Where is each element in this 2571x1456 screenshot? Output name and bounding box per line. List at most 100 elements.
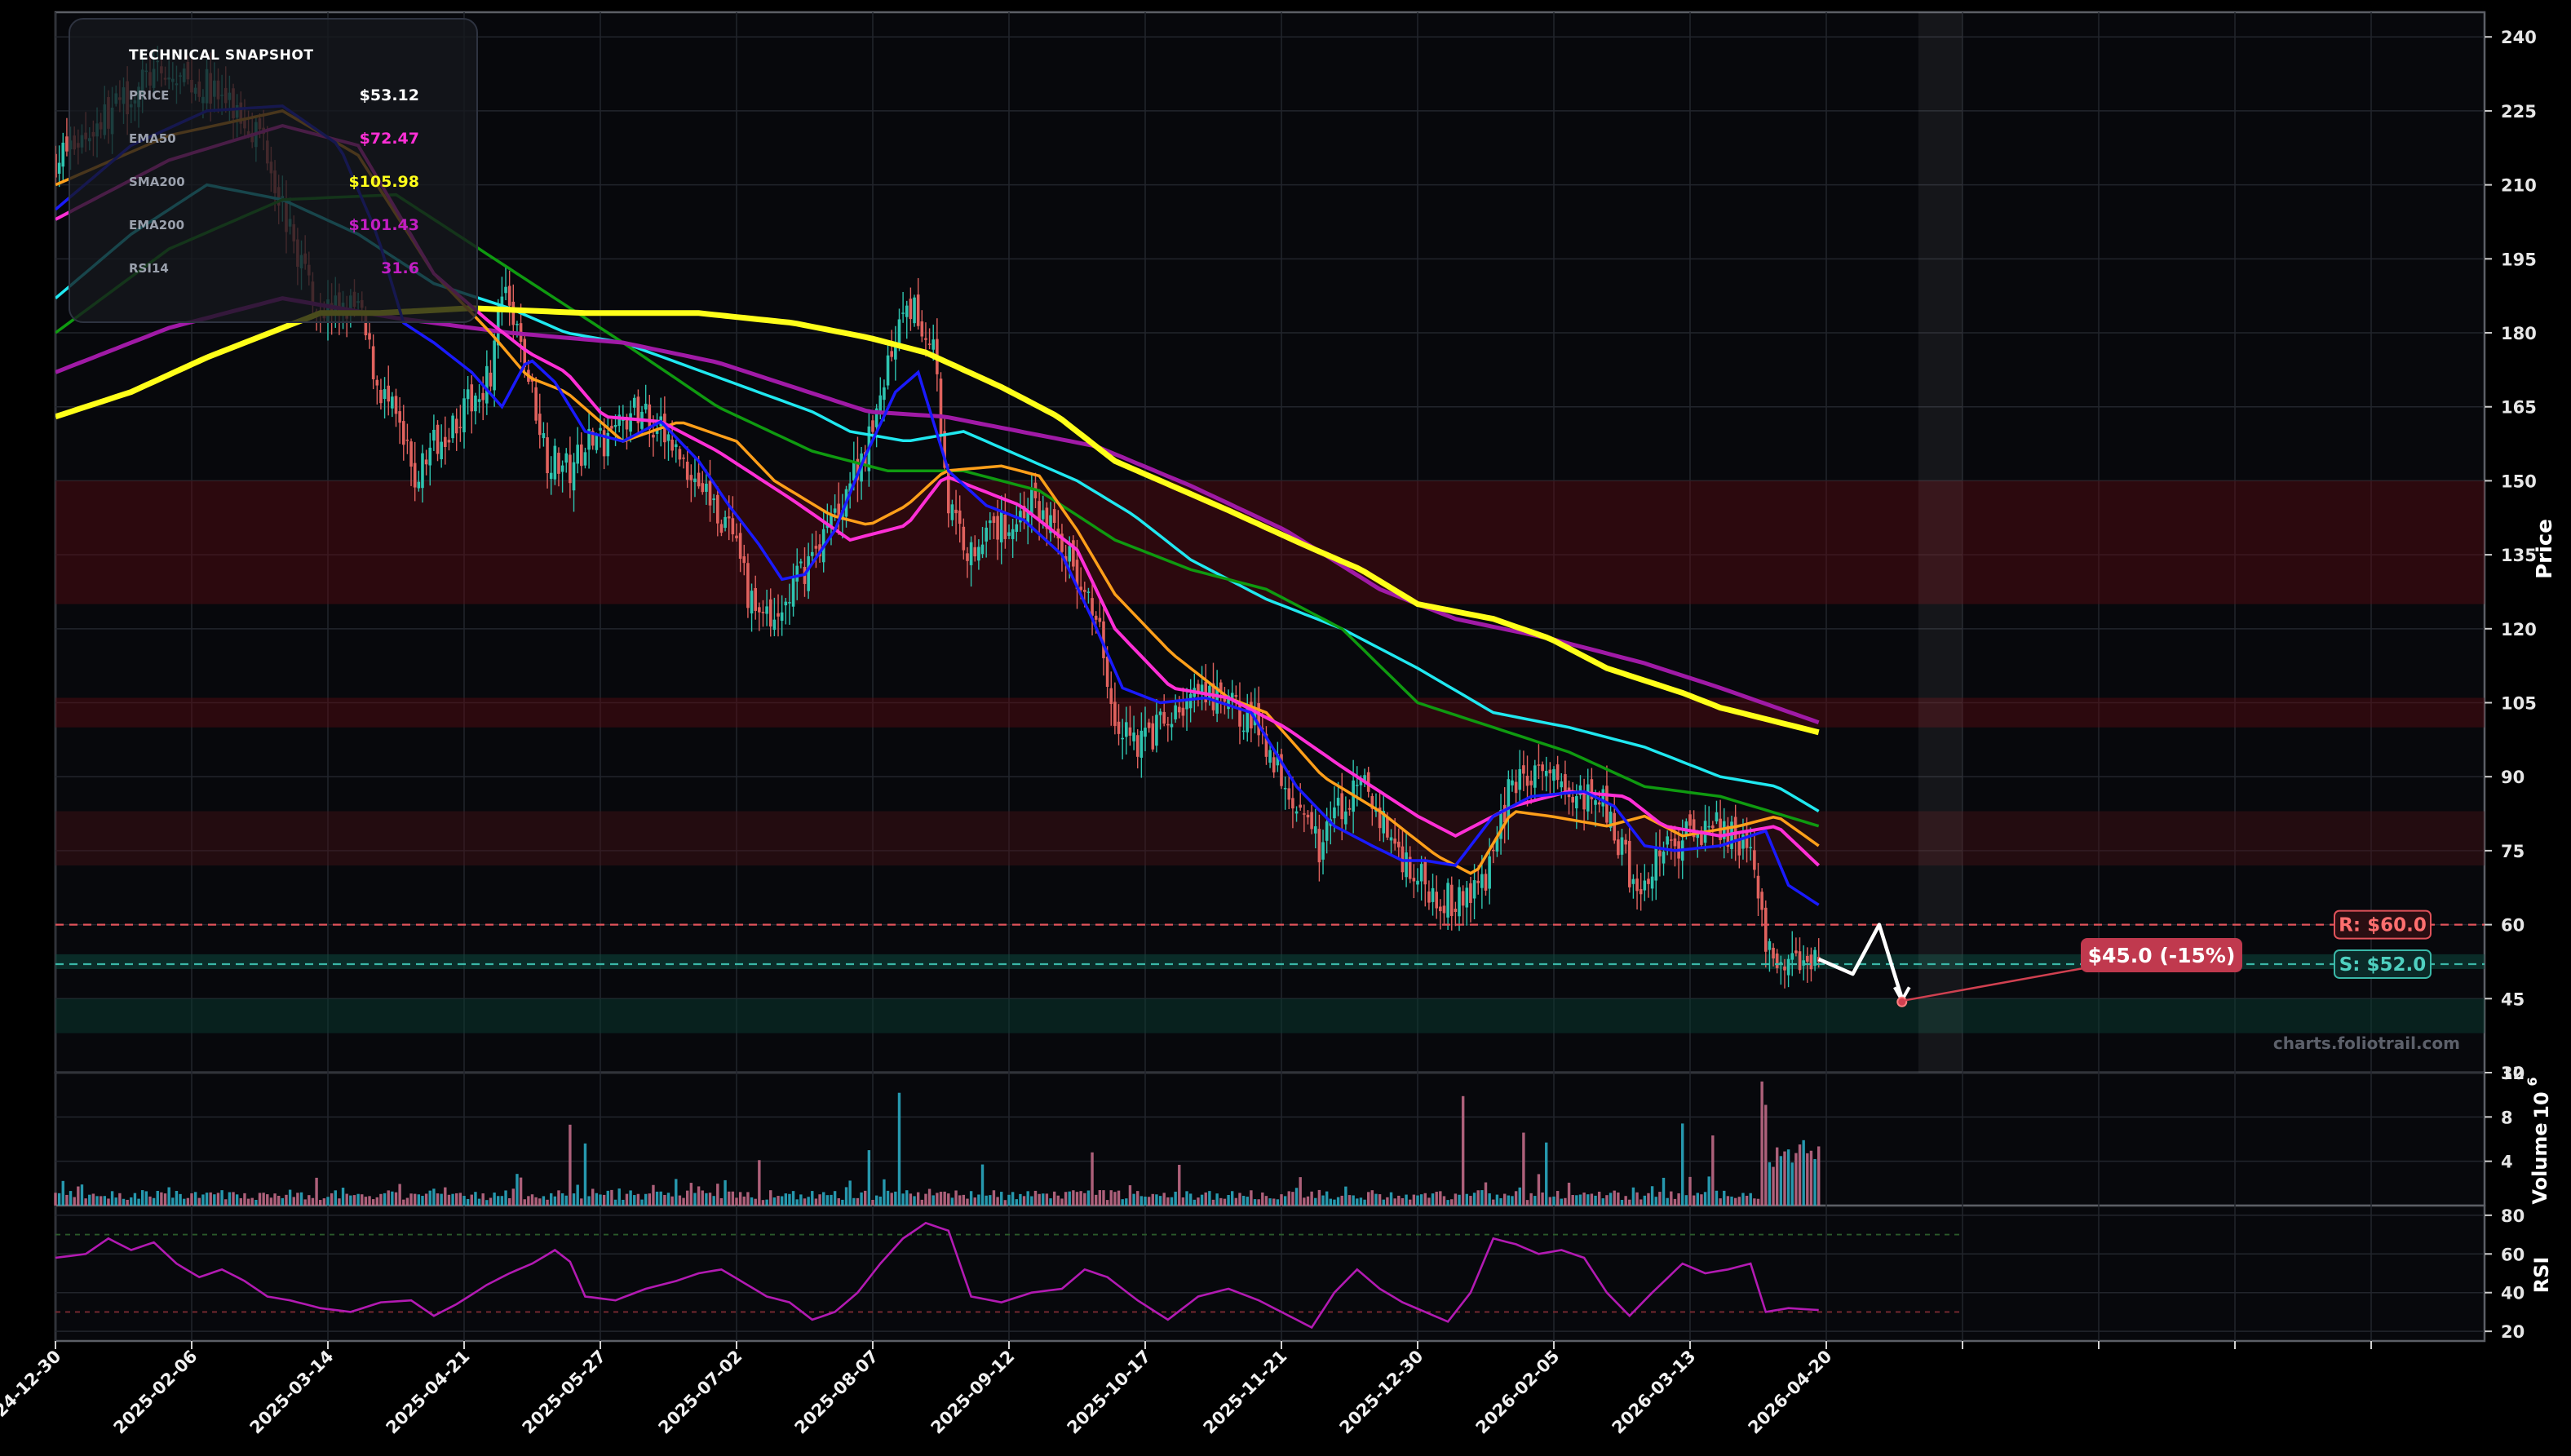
volume-bar: [428, 1190, 431, 1206]
volume-multiplier-exponent: 6: [2525, 1077, 2540, 1086]
candle-body: [1609, 812, 1613, 828]
candle-body: [1113, 701, 1117, 726]
candle-body: [1204, 681, 1208, 702]
candle-body: [1241, 730, 1246, 732]
volume-bar: [1628, 1199, 1631, 1206]
candle-body: [795, 565, 799, 582]
volume-bar: [341, 1188, 345, 1206]
volume-bar: [973, 1197, 976, 1206]
volume-bar: [308, 1195, 311, 1206]
candle-body: [1272, 757, 1276, 772]
volume-bar: [1620, 1200, 1624, 1206]
volume-bar: [719, 1197, 724, 1206]
volume-bar: [250, 1197, 254, 1206]
volume-bar: [1178, 1165, 1181, 1206]
volume-bar: [1484, 1182, 1488, 1206]
volume-bar: [273, 1193, 277, 1206]
candle-body: [379, 389, 383, 404]
volume-bar: [992, 1190, 996, 1206]
candle-body: [886, 355, 890, 386]
volume-bar: [867, 1150, 871, 1206]
volume-bar: [1578, 1194, 1582, 1206]
candle-body: [1461, 891, 1465, 906]
candle-body: [636, 396, 640, 423]
snapshot-row-ema50: EMA50 $72.47: [129, 130, 419, 151]
volume-bar: [830, 1194, 833, 1206]
candle-body: [454, 418, 458, 434]
candle-body: [939, 378, 943, 435]
candle-body: [1446, 883, 1449, 918]
volume-bar: [1086, 1190, 1091, 1206]
volume-bar: [1529, 1193, 1533, 1206]
candle-body: [1465, 887, 1469, 908]
candle-body: [595, 435, 599, 450]
volume-bar: [1075, 1192, 1079, 1206]
candle-body: [1707, 825, 1710, 828]
volume-bar: [1684, 1195, 1688, 1206]
volume-bar: [1571, 1194, 1574, 1206]
candle-body: [1139, 730, 1144, 758]
volume-bar: [1170, 1197, 1174, 1206]
volume-bar: [349, 1195, 352, 1206]
volume-bar: [167, 1187, 170, 1206]
candle-body: [1188, 693, 1193, 709]
volume-bar: [1662, 1177, 1666, 1206]
volume-bar: [1567, 1182, 1571, 1206]
volume-bar: [1696, 1193, 1699, 1206]
volume-bar: [1472, 1193, 1476, 1206]
volume-bar: [708, 1193, 712, 1206]
candle-body: [689, 475, 693, 480]
candle-body: [602, 430, 606, 457]
volume-bar: [549, 1193, 553, 1206]
candle-body: [807, 555, 810, 591]
volume-bar: [1136, 1191, 1139, 1206]
forecast: $45.0 (-15%): [1817, 923, 2242, 1007]
volume-bar: [424, 1193, 428, 1206]
volume-bar: [130, 1197, 133, 1206]
candle-body: [1321, 842, 1325, 860]
volume-bar: [996, 1197, 999, 1206]
volume-bar: [1121, 1199, 1124, 1206]
volume-bar: [190, 1193, 193, 1206]
volume-bar: [613, 1199, 617, 1206]
volume-bar: [1768, 1162, 1772, 1206]
volume-bar: [746, 1192, 750, 1206]
candle-body: [57, 162, 61, 174]
volume-bar: [447, 1194, 451, 1206]
volume-bar: [780, 1196, 784, 1206]
candle-body: [481, 392, 485, 401]
candle-body: [1768, 940, 1772, 950]
volume-bar: [572, 1193, 576, 1206]
volume-bar: [765, 1199, 768, 1206]
volume-bar: [1132, 1193, 1135, 1206]
candle-body: [969, 542, 973, 565]
resistance-label: R: $60.0: [2339, 915, 2427, 936]
volume-bar: [924, 1193, 927, 1206]
volume-bar: [1541, 1192, 1544, 1206]
volume-bar: [1492, 1199, 1495, 1206]
candle-body: [746, 563, 750, 609]
volume-bar: [1673, 1198, 1677, 1206]
volume-bar: [1185, 1191, 1188, 1206]
volume-bar: [943, 1191, 946, 1206]
candle-body: [943, 431, 946, 468]
volume-bar: [678, 1195, 682, 1206]
volume-bar: [848, 1180, 852, 1206]
rsi-tick-label: 40: [2501, 1284, 2525, 1303]
volume-bar: [84, 1198, 87, 1206]
candle-body: [1049, 515, 1052, 533]
candle-body: [758, 607, 761, 613]
volume-bar: [682, 1197, 685, 1206]
candle-body: [924, 338, 927, 340]
volume-bar: [1007, 1194, 1011, 1206]
candle-body: [1200, 684, 1204, 693]
candle-body: [1082, 590, 1086, 592]
volume-bar: [958, 1195, 962, 1206]
volume-bar: [375, 1197, 379, 1206]
volume-bar: [133, 1193, 137, 1206]
candle-body: [557, 453, 560, 474]
volume-bar: [1234, 1197, 1238, 1206]
volume-bar: [152, 1197, 156, 1206]
volume-bar: [254, 1200, 258, 1206]
candle-body: [1416, 880, 1419, 885]
